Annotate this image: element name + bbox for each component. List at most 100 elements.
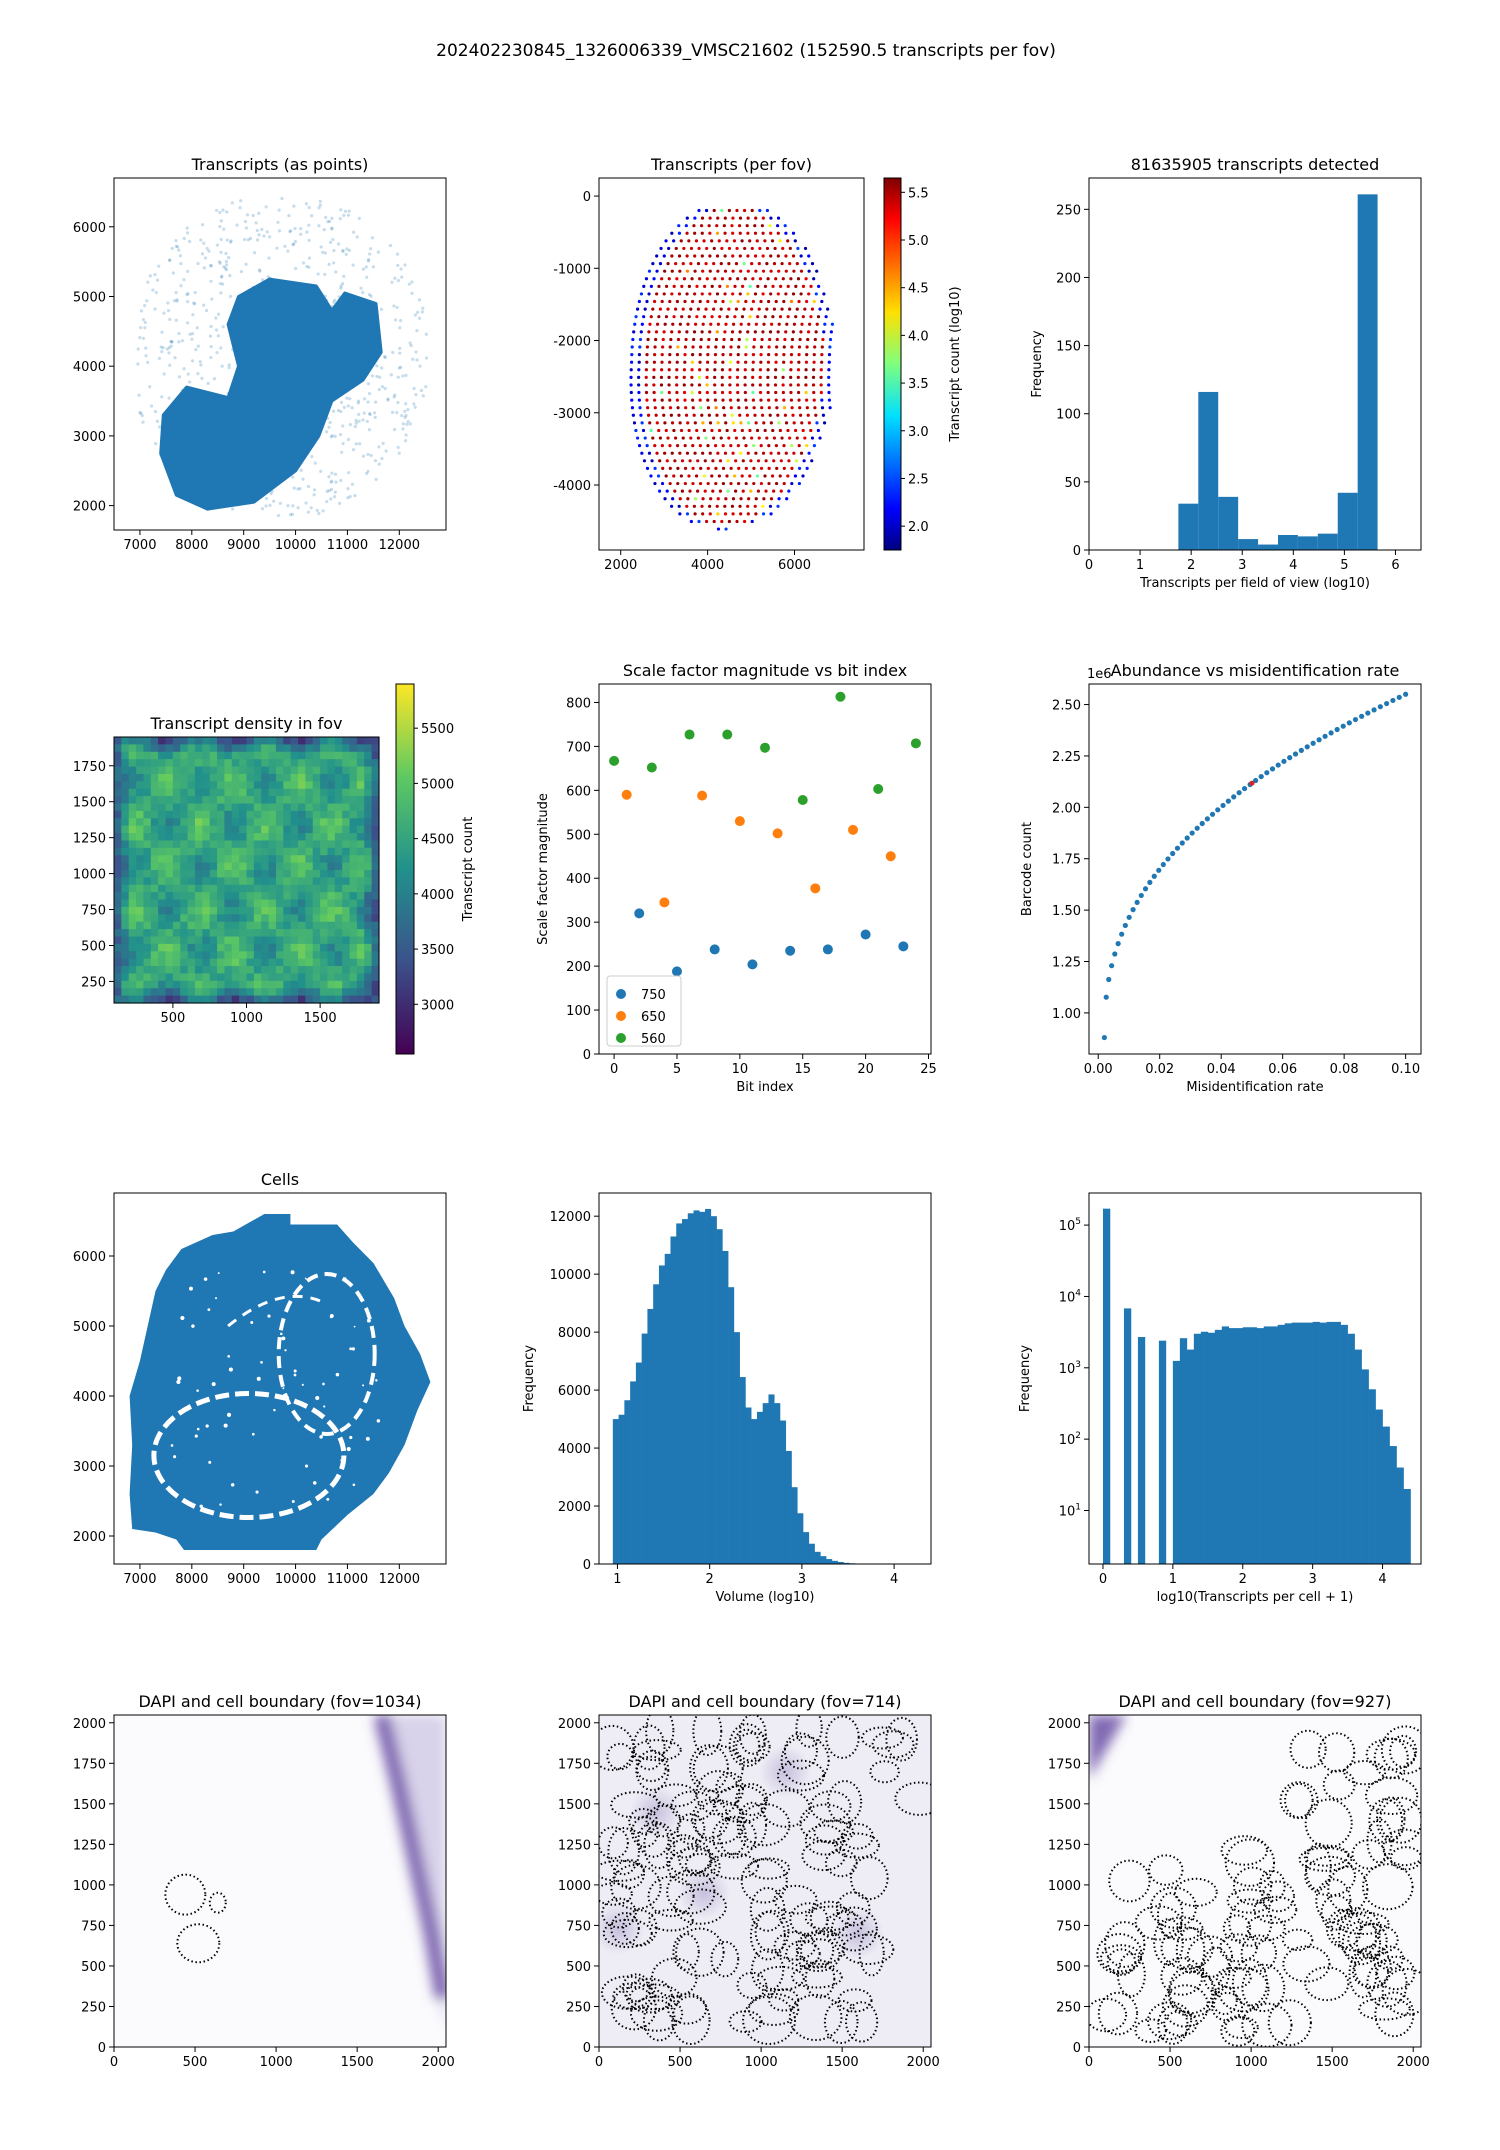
y-tick-label: 0	[583, 190, 591, 205]
fov-point	[663, 421, 667, 425]
cell-boundary	[1358, 1997, 1411, 2021]
density-cell	[298, 796, 306, 805]
fov-point	[757, 436, 761, 440]
density-cell	[217, 862, 226, 871]
density-cell	[298, 929, 306, 938]
gap-dot	[217, 1272, 220, 1275]
density-cell	[224, 929, 233, 938]
density-cell	[356, 980, 365, 989]
density-cell	[121, 825, 130, 834]
fov-point	[629, 383, 633, 387]
density-cell	[371, 773, 380, 782]
transcript-point	[355, 235, 359, 239]
transcript-point	[219, 237, 223, 242]
fov-point	[724, 322, 728, 326]
histogram-bar	[1396, 1467, 1404, 1564]
density-cell	[209, 759, 218, 768]
fov-point	[704, 307, 708, 311]
density-cell	[364, 737, 373, 745]
fov-point	[807, 292, 811, 296]
transcript-point	[310, 455, 314, 459]
density-cell	[342, 906, 351, 915]
fov-point	[751, 444, 756, 448]
density-cell	[114, 914, 122, 923]
fov-point	[744, 360, 748, 364]
transcript-point	[209, 279, 213, 283]
fov-point	[812, 299, 816, 304]
fov-point	[776, 254, 780, 258]
transcript-point	[424, 332, 428, 336]
cell-boundary	[740, 1858, 788, 1904]
y-tick-label: 102	[1059, 1431, 1081, 1448]
x-tick-label: 1000	[745, 2055, 778, 2070]
density-cell	[202, 810, 211, 819]
density-cell	[268, 980, 277, 989]
transcript-point	[315, 508, 319, 513]
transcript-point	[292, 486, 296, 490]
x-tick-label: 1500	[341, 2055, 374, 2070]
fov-point	[810, 459, 814, 463]
transcript-point	[364, 265, 368, 269]
scale-point-560	[722, 729, 733, 740]
transcript-point	[167, 258, 172, 262]
transcript-point	[366, 382, 371, 386]
density-cell	[298, 914, 306, 923]
fov-point	[731, 231, 735, 235]
fov-point	[680, 459, 685, 463]
fov-point	[767, 406, 771, 410]
fov-point	[637, 353, 642, 357]
transcript-point	[170, 340, 174, 344]
fov-point	[667, 383, 671, 387]
fov-point	[751, 398, 756, 402]
transcript-point	[177, 340, 181, 344]
density-cell	[180, 951, 189, 960]
density-cell	[290, 751, 299, 760]
fov-point	[704, 519, 709, 524]
density-cell	[283, 884, 292, 893]
density-cell	[305, 914, 314, 923]
density-cell	[290, 744, 299, 753]
fov-point	[762, 497, 766, 501]
density-cell	[275, 884, 284, 893]
gap-dot	[290, 1270, 295, 1275]
x-tick-label: 1500	[304, 1011, 337, 1026]
transcript-point	[209, 345, 213, 349]
fov-point	[722, 406, 726, 410]
transcript-point	[357, 412, 361, 416]
density-cell	[202, 958, 211, 967]
density-cell	[150, 855, 159, 864]
density-cell	[194, 951, 203, 960]
fov-point	[763, 474, 767, 478]
fov-point	[674, 261, 678, 266]
density-cell	[202, 870, 211, 878]
density-cell	[261, 951, 270, 960]
gap-dot	[353, 1325, 356, 1328]
fov-point	[753, 224, 757, 228]
histogram-bar	[1221, 1326, 1230, 1564]
cell-boundary	[785, 1940, 821, 1968]
fov-point	[728, 390, 732, 395]
fov-point	[770, 474, 775, 478]
density-cell	[246, 936, 255, 945]
fov-point	[743, 375, 747, 379]
transcript-point	[367, 428, 372, 432]
fov-point	[782, 353, 786, 357]
histogram-bar	[1357, 194, 1378, 550]
barcode-point	[1134, 899, 1140, 905]
transcript-point	[386, 397, 390, 401]
fov-point	[653, 481, 657, 486]
fov-point	[761, 292, 765, 296]
fov-point	[734, 307, 739, 311]
density-cell	[371, 781, 380, 790]
density-cell	[253, 751, 262, 760]
cell-boundary	[749, 1887, 786, 1932]
scale-point-750	[634, 908, 645, 919]
fov-point	[721, 360, 725, 364]
fov-point	[677, 231, 682, 235]
x-tick-label: 3	[798, 1572, 806, 1587]
density-cell	[275, 980, 284, 989]
fov-point	[784, 254, 788, 258]
density-cell	[136, 884, 145, 893]
fov-point	[721, 444, 725, 448]
density-cell	[268, 773, 277, 782]
